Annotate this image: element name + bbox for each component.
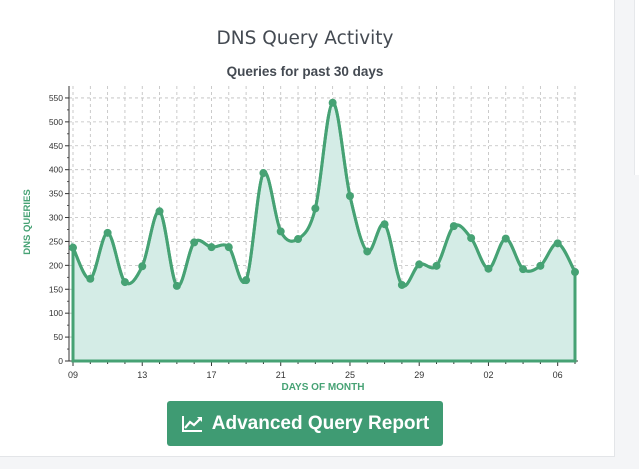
- x-tick-label: 21: [276, 370, 286, 380]
- data-point: [138, 262, 147, 271]
- data-point: [259, 169, 268, 178]
- y-tick-label: 250: [49, 236, 63, 246]
- data-point: [363, 247, 372, 256]
- x-tick-label: 17: [206, 370, 216, 380]
- chart-title: Queries for past 30 days: [227, 64, 384, 79]
- chart-series: [69, 98, 579, 363]
- card-title: DNS Query Activity: [216, 28, 394, 49]
- data-point: [294, 235, 303, 244]
- y-axis-label: DNS QUERIES: [22, 189, 33, 254]
- data-point: [155, 207, 164, 216]
- y-tick-label: 150: [49, 284, 63, 294]
- x-tick-label: 29: [414, 370, 424, 380]
- data-point: [380, 220, 389, 229]
- y-tick-label: 200: [49, 260, 63, 270]
- data-point: [345, 192, 354, 200]
- y-tick-label: 100: [49, 308, 63, 318]
- data-point: [311, 204, 320, 213]
- x-tick-label: 02: [483, 370, 493, 380]
- data-point: [276, 227, 285, 236]
- data-point: [69, 243, 77, 252]
- advanced-query-report-button[interactable]: Advanced Query Report: [167, 401, 443, 446]
- data-point: [328, 98, 337, 107]
- data-point: [415, 260, 424, 269]
- y-tick-label: 50: [54, 332, 64, 342]
- data-point: [172, 281, 181, 290]
- y-tick-label: 500: [49, 117, 63, 127]
- data-point: [242, 276, 251, 285]
- data-point: [536, 261, 545, 270]
- advanced-query-report-label: Advanced Query Report: [211, 412, 430, 434]
- data-point: [432, 261, 441, 270]
- x-axis-label: DAYS OF MONTH: [282, 382, 365, 393]
- y-tick-label: 300: [49, 213, 63, 223]
- line-chart-icon: [181, 415, 203, 433]
- x-tick-label: 06: [553, 370, 563, 380]
- y-tick-label: 550: [49, 93, 63, 103]
- x-tick-label: 13: [137, 370, 147, 380]
- y-tick-label: 0: [58, 356, 63, 366]
- data-point: [501, 234, 510, 243]
- data-point: [571, 268, 579, 277]
- data-point: [120, 278, 129, 287]
- x-tick-label: 09: [68, 370, 78, 380]
- data-point: [103, 228, 112, 237]
- data-point: [190, 238, 199, 247]
- right-panel-accent: [634, 0, 639, 175]
- data-point: [467, 234, 476, 243]
- data-point: [224, 243, 233, 252]
- right-panel-edge: [615, 0, 639, 469]
- data-point: [553, 239, 562, 248]
- x-tick-label: 25: [345, 370, 355, 380]
- data-point: [86, 274, 95, 283]
- y-tick-label: 450: [49, 141, 63, 151]
- y-tick-label: 350: [49, 189, 63, 199]
- data-point: [397, 280, 406, 289]
- data-point: [484, 264, 493, 273]
- data-point: [207, 243, 216, 252]
- data-point: [519, 265, 528, 274]
- y-tick-label: 400: [49, 165, 63, 175]
- data-point: [449, 222, 458, 231]
- dns-query-chart: Queries for past 30 days 050100150200250…: [22, 64, 579, 393]
